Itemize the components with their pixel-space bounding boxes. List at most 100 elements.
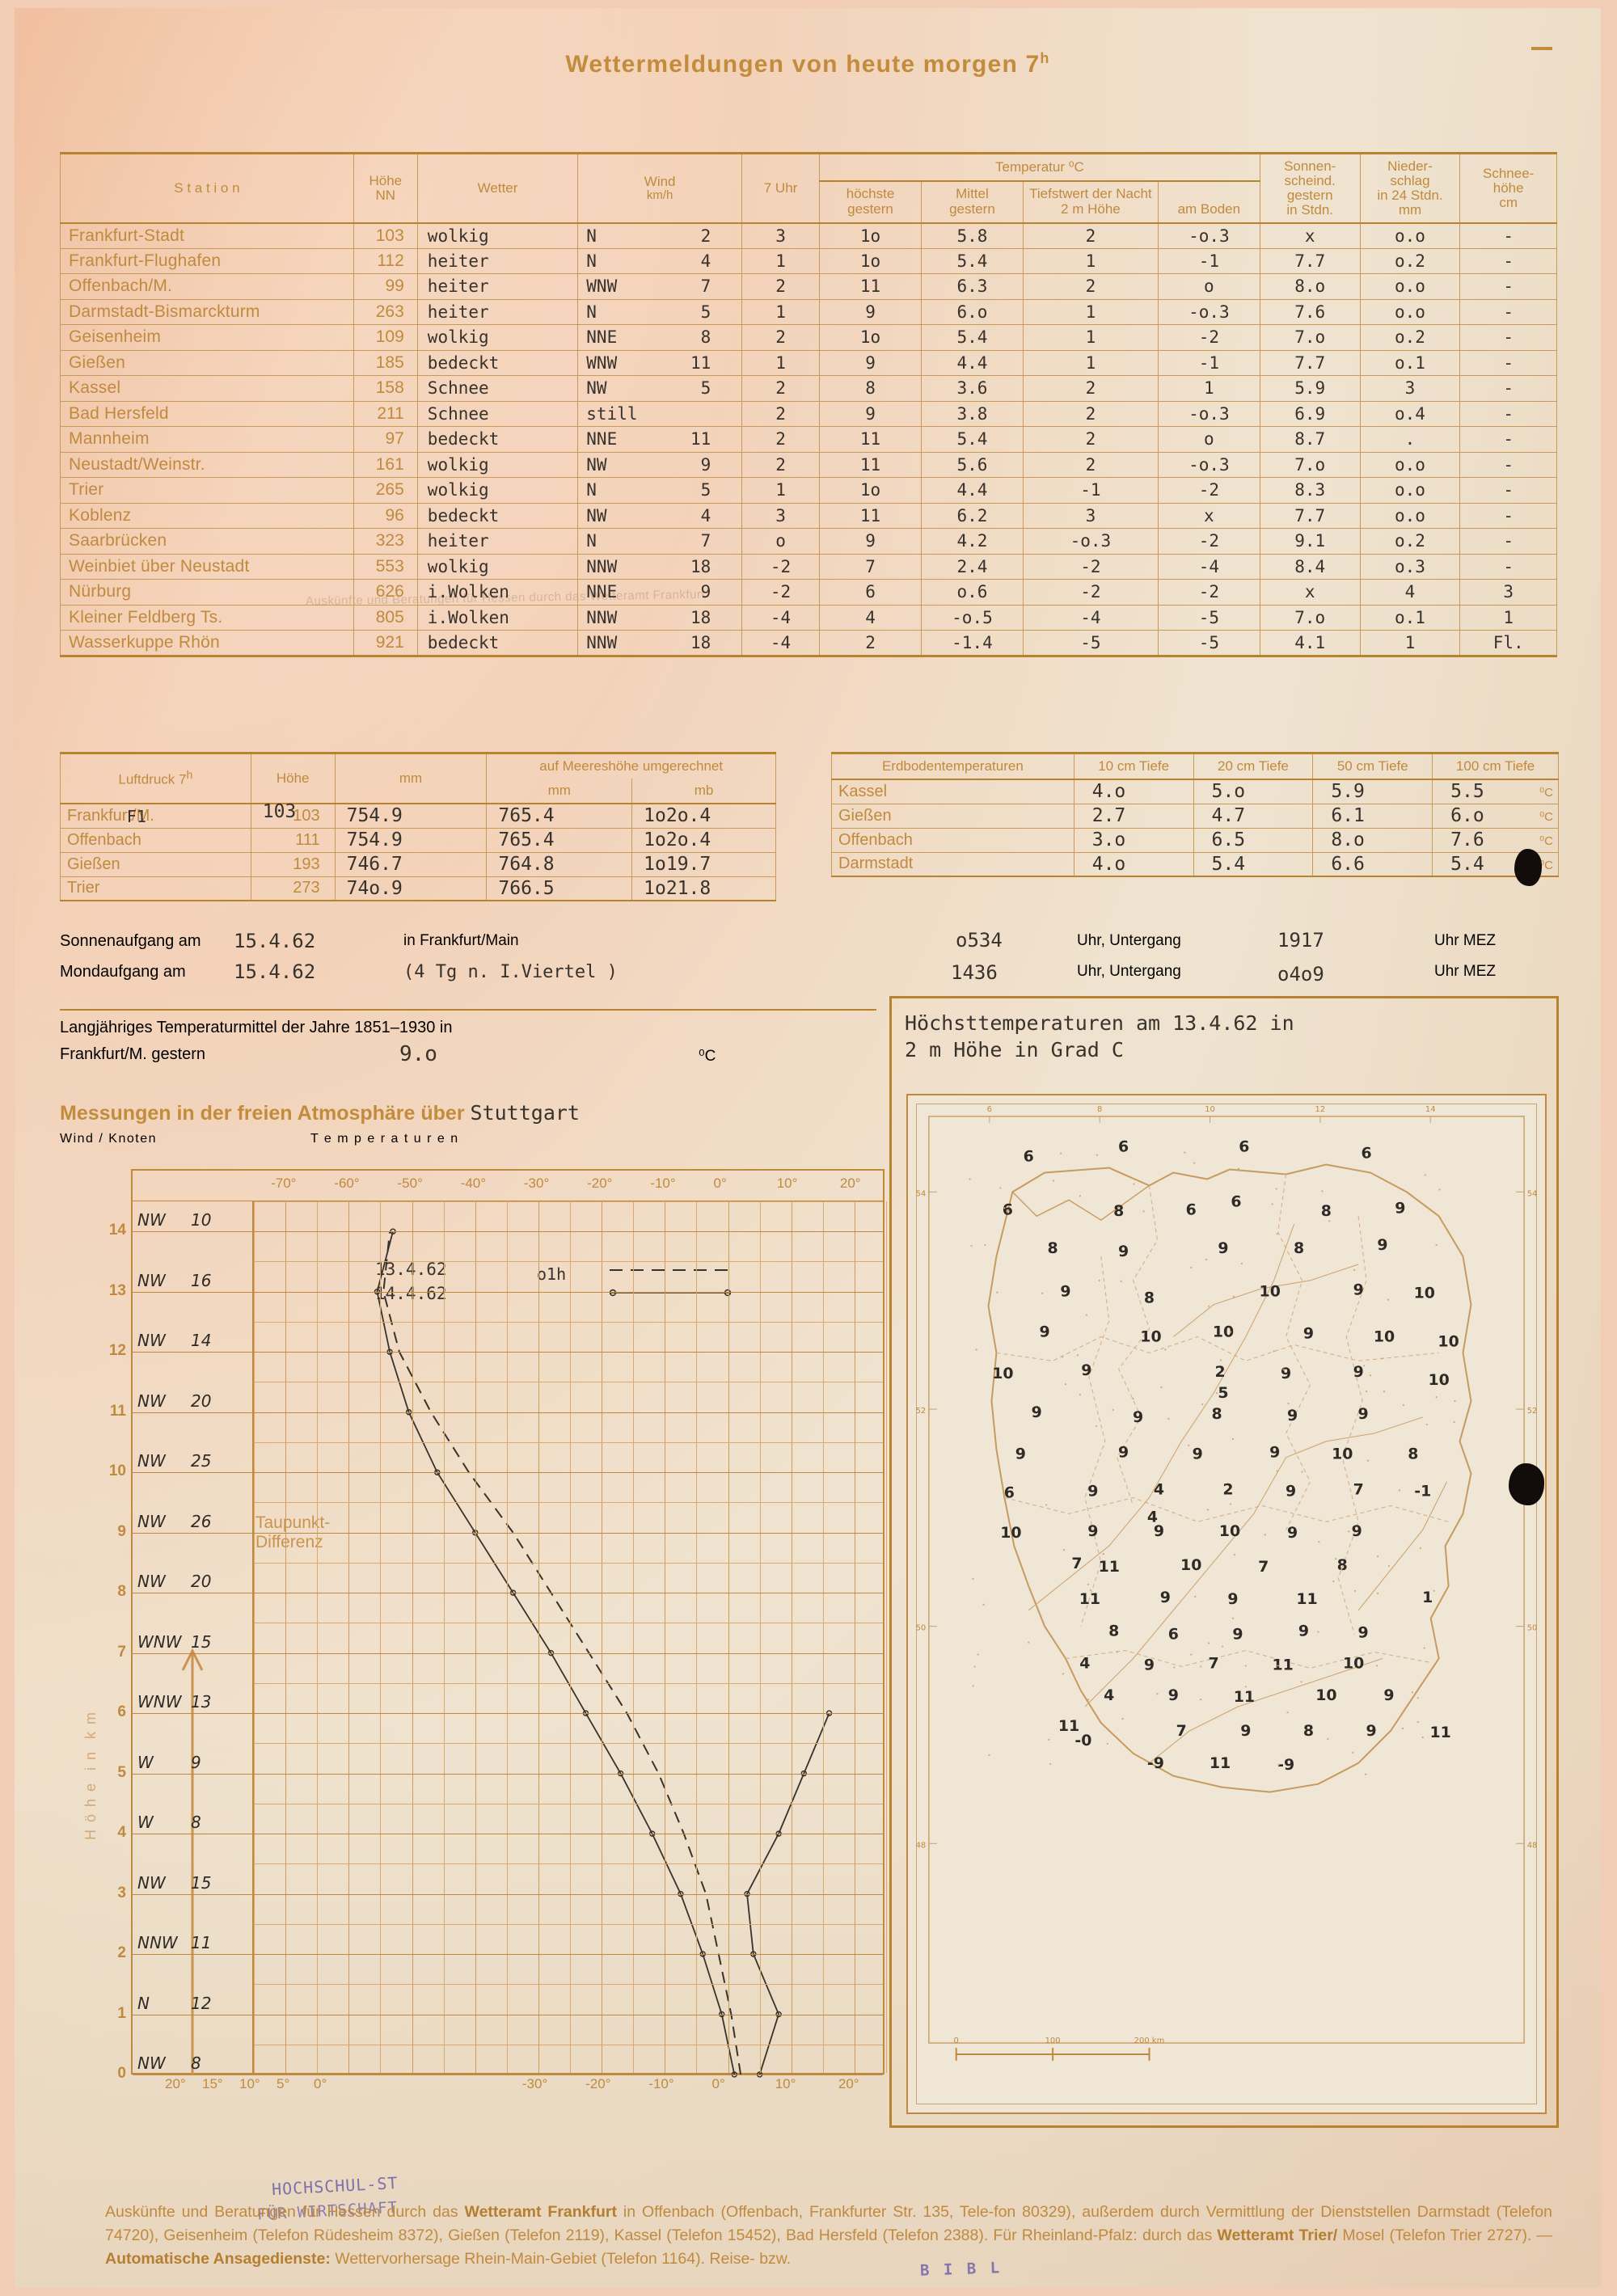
cell-station: Geisenheim [61,325,354,351]
th-ss-l4: in Stdn. [1262,203,1358,217]
map-city-dot [1327,1738,1328,1740]
map-city-dot [1283,1369,1285,1370]
cell-tief-2m: -2 [1023,580,1158,606]
map-temperature-value: 11 [1210,1754,1231,1772]
map-city-dot [1402,1728,1404,1729]
map-river [1085,1458,1286,1707]
table-row: Offenbach 111 754.9 765.4 1o2o.4 [61,828,776,852]
max-temperature-map-panel: Höchsttemperaturen am 13.4.62 in 2 m Höh… [889,996,1559,2128]
chart-top-axis: -70° -60° -50° -40° -30° -20° -10° 0° 10° 20° [131,1169,884,1201]
cell-tief-boden: -4 [1158,554,1260,580]
title-superscript: h [1040,50,1049,66]
cell-hoehe: 185 [353,350,417,376]
wind-speed: 8 [191,2053,201,2073]
cell-wetter: Schnee [417,376,577,402]
cell-sonnenschein: 8.4 [1260,554,1360,580]
map-city-dot [1132,1398,1134,1399]
gridline-horizontal [254,1563,883,1564]
page-title: Wettermeldungen von heute morgen 7h [15,50,1601,78]
map-temperature-value: 7 [1176,1722,1187,1740]
map-temperature-value: 10 [1332,1446,1353,1463]
map-city-dot [1388,1565,1390,1567]
cell-wetter: wolkig [417,452,577,478]
cell-wind: N2 [578,223,742,249]
map-temperature-value: 7 [1258,1558,1269,1576]
map-city-dot [1028,1641,1029,1643]
cell-tief-boden: o [1158,274,1260,300]
gridline-vertical [823,1201,824,2073]
x-tick-top: 0° [714,1175,727,1192]
map-city-dot [1087,1699,1089,1700]
gridline-horizontal [254,1924,883,1925]
sunset-label: Uhr, Untergang [1077,932,1181,950]
moon-phase: (4 Tg n. I.Viertel ) [403,962,618,982]
cell-eb-10: 3.o [1074,828,1193,852]
map-temperature-value: -1 [1414,1482,1431,1500]
map-scale-label: 200 km [1134,2036,1165,2045]
cell-schneehoehe: - [1460,350,1557,376]
cell-7uhr: 2 [742,427,820,453]
cell-tief-2m: 1 [1023,325,1158,351]
th-ns-l3: in 24 Stdn. [1362,188,1459,203]
cell-7uhr: 1 [742,478,820,504]
map-city-dot [1352,1752,1353,1754]
cell-schneehoehe: - [1460,325,1557,351]
map-temperature-value: 11 [1429,1724,1450,1741]
y-tick-label: 13 [94,1282,126,1300]
cell-hoechste: 11 [820,274,922,300]
th-niederschlag: Nieder- schlag in 24 Stdn. mm [1360,154,1460,223]
th-50cm: 50 cm Tiefe [1313,753,1433,780]
cell-schneehoehe: - [1460,401,1557,427]
longterm-line2: Frankfurt/M. gestern [60,1045,205,1063]
cell-hoehe: 103 [353,223,417,249]
x-tick-bottom-right: -20° [585,2076,610,2092]
map-city-dot [1190,1267,1192,1268]
table-row: Gießen 185 bedeckt WNW 11 1 9 4.4 1 -1 7.7 o.1- [61,350,1557,376]
cell-hoechste: 11 [820,452,922,478]
map-city-dot [1412,1691,1413,1693]
th-mg-l2: gestern [923,202,1021,217]
cell-ld-nn-mm: 764.8 [487,852,632,876]
cell-schneehoehe: - [1460,223,1557,249]
cell-schneehoehe: - [1460,529,1557,555]
cell-hoehe: 921 [353,631,417,656]
map-svg: 6 8 10 12 1454 5452 5250 5048 4866 6 66 8 6 68 98 9 9 8 99… [908,1095,1545,2111]
map-temperature-value: 9 [1032,1403,1042,1421]
map-city-dot [1107,1743,1108,1745]
unit-degc: ⁰C [1539,834,1553,848]
th-tb-l2: am Boden [1160,202,1258,217]
map-city-dot [1422,1737,1424,1738]
wind-speed: 11 [191,1933,211,1952]
cell-mittel: 5.4 [921,248,1023,274]
cell-station: Gießen [61,350,354,376]
map-temperature-value: 8 [1337,1556,1348,1574]
th-hg-l1: höchste [821,187,919,201]
table-row: Koblenz 96 bedeckt NW 4 3 11 6.2 3 x 7.7 o.o - [61,503,1557,529]
map-scale-label: 0 [954,2036,959,2045]
map-city-dot [1065,1383,1066,1385]
map-temperature-value: 9 [1358,1624,1369,1642]
soil-temp-head: Erdbodentemperaturen 10 cm Tiefe 20 cm T… [832,753,1559,780]
map-city-dot [1436,1396,1438,1398]
x-tick-bottom-left: 0° [314,2076,327,2092]
map-lat-label-left: 48 [916,1841,927,1850]
cell-hoehe: 805 [353,605,417,631]
map-city-dot [1433,1590,1435,1592]
map-city-dot [982,1604,984,1606]
map-city-dot [1370,1374,1371,1376]
cell-niederschlag: o.4 [1360,401,1460,427]
th-tw-l1: Tiefstwert der Nacht [1025,187,1156,201]
cell-hoehe: 265 [353,478,417,504]
th-hoechste-gestern: höchste gestern [820,181,922,223]
map-city-dot [1454,1400,1455,1402]
sunrise-time: o534 [956,929,1003,952]
map-city-dot [1184,1152,1185,1154]
map-temperature-value: 9 [1118,1444,1129,1462]
cell-schneehoehe: 3 [1460,580,1557,606]
cell-7uhr: -2 [742,554,820,580]
th-7uhr: 7 Uhr [742,154,820,223]
table-row: Neustadt/Weinstr. 161 wolkig NW 9 2 11 5.6 2 -o.3… [61,452,1557,478]
sounding-wind-label: Wind / Knoten [60,1132,157,1146]
paper-sheet: Wettermeldungen von heute morgen 7h Ausk… [15,8,1601,2288]
sounding-heading-block: Messungen in der freien Atmosphäre über … [60,1101,909,1150]
